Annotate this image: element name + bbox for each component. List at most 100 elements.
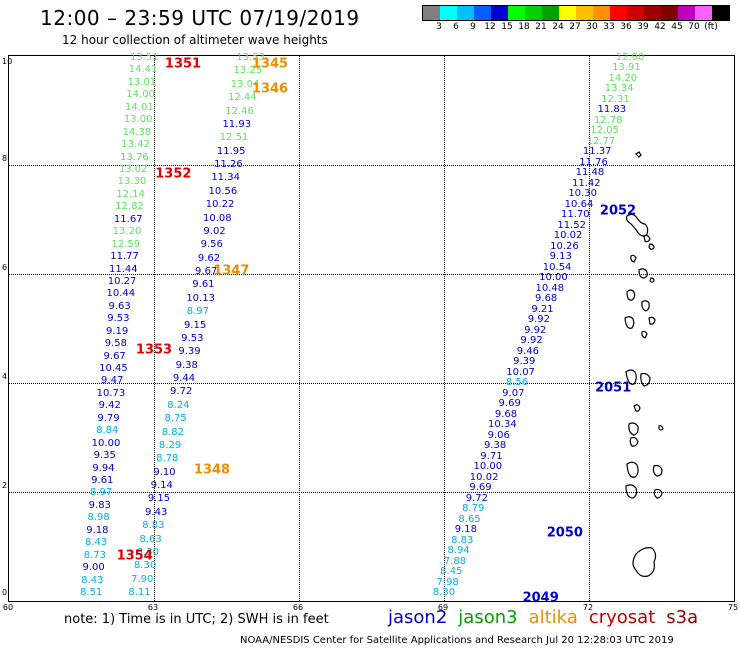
wave-height-value: 9.56 bbox=[200, 239, 223, 251]
wave-height-value: 10.22 bbox=[205, 199, 235, 211]
wave-height-value: 13.76 bbox=[120, 151, 149, 163]
wave-height-value: 9.63 bbox=[108, 300, 131, 312]
wave-height-value: 10.34 bbox=[488, 419, 517, 431]
grid-line-horizontal bbox=[9, 492, 734, 493]
legend-label: 3 bbox=[436, 22, 442, 32]
wave-height-value: 9.67 bbox=[195, 266, 218, 277]
wave-height-value: 14.01 bbox=[125, 101, 154, 113]
satellite-legend: jason2 jason3 altika cryosat s3a bbox=[388, 607, 709, 628]
wave-height-value: 10.73 bbox=[96, 387, 126, 399]
y-tick-label: 10 bbox=[2, 57, 13, 66]
wave-height-value: 9.53 bbox=[181, 332, 204, 344]
wave-height-value: 8.29 bbox=[158, 439, 182, 451]
pass-label: 2052 bbox=[599, 203, 637, 219]
legend-swatch bbox=[525, 6, 542, 20]
wave-height-value: 8.11 bbox=[128, 587, 151, 598]
wave-height-value: 8.43 bbox=[81, 574, 104, 586]
pass-label: 1348 bbox=[193, 462, 231, 478]
wave-height-value: 9.62 bbox=[197, 252, 221, 264]
wave-height-value: 8.82 bbox=[161, 426, 184, 438]
wave-height-value: 12.77 bbox=[586, 135, 616, 147]
wave-height-value: 10.56 bbox=[208, 185, 238, 197]
wave-height-value: 12.14 bbox=[116, 188, 146, 200]
footer-credit: NOAA/NESDIS Center for Satellite Applica… bbox=[240, 635, 674, 646]
legend-swatch bbox=[576, 6, 593, 20]
legend-label: 39 bbox=[637, 22, 649, 32]
wave-height-value: 10.00 bbox=[539, 272, 568, 284]
wave-height-value: 8.97 bbox=[89, 487, 113, 499]
legend-swatch bbox=[457, 6, 474, 20]
grid-line-vertical bbox=[589, 56, 590, 601]
wave-height-value: 9.35 bbox=[93, 450, 116, 462]
wave-height-value: 9.47 bbox=[101, 375, 124, 387]
x-tick-label: 66 bbox=[292, 603, 304, 612]
wave-height-value: 9.79 bbox=[97, 412, 120, 424]
wave-height-value: 9.61 bbox=[192, 279, 215, 291]
legend-label: 45 bbox=[671, 22, 683, 32]
wave-height-value: 13.51 bbox=[130, 52, 159, 63]
wave-height-value: 9.15 bbox=[147, 493, 171, 505]
legend-label: 6 bbox=[453, 22, 459, 32]
wave-height-value: 14.41 bbox=[128, 64, 158, 76]
pass-label: 2051 bbox=[595, 380, 632, 396]
wave-height-value: 11.83 bbox=[597, 104, 627, 116]
legend-label: 27 bbox=[569, 22, 581, 32]
wave-height-value: 8.30 bbox=[432, 587, 456, 598]
pass-label: 1351 bbox=[164, 56, 202, 72]
wave-height-value: 13.53 bbox=[236, 52, 265, 63]
legend-swatch bbox=[423, 6, 440, 20]
wave-height-value: 9.53 bbox=[107, 313, 130, 325]
wave-height-value: 9.39 bbox=[178, 346, 201, 358]
y-tick-label: 0 bbox=[2, 588, 8, 597]
wave-height-value: 10.54 bbox=[542, 261, 572, 273]
wave-height-value: 7.90 bbox=[131, 573, 154, 585]
wave-height-value: 10.02 bbox=[553, 230, 583, 242]
wave-height-value: 13.91 bbox=[612, 62, 641, 74]
wave-height-value: 8.51 bbox=[80, 587, 103, 598]
wave-height-value: 8.84 bbox=[96, 425, 119, 437]
wave-height-value: 9.92 bbox=[527, 314, 550, 326]
wave-height-value: 10.07 bbox=[506, 366, 535, 378]
legend-label: 33 bbox=[603, 22, 615, 32]
wave-height-value: 8.79 bbox=[462, 503, 485, 515]
satellite-name: altika bbox=[528, 607, 578, 628]
wave-height-value: 10.08 bbox=[202, 212, 232, 224]
legend-label: 36 bbox=[620, 22, 632, 32]
legend-label: 18 bbox=[518, 22, 530, 32]
wave-height-value: 8.56 bbox=[505, 377, 529, 389]
legend-label: 30 bbox=[586, 22, 598, 32]
wave-height-value: 12.90 bbox=[615, 52, 645, 63]
wave-height-value: 8.98 bbox=[87, 512, 110, 524]
wave-height-value: 11.34 bbox=[211, 172, 240, 184]
wave-height-value: 8.63 bbox=[139, 533, 162, 545]
wave-height-value: 9.71 bbox=[480, 450, 503, 462]
wave-height-value: 12.82 bbox=[115, 201, 144, 213]
legend-label: 42 bbox=[654, 22, 666, 32]
wave-height-value: 9.13 bbox=[549, 251, 572, 263]
wave-height-value: 13.25 bbox=[233, 65, 263, 77]
wave-height-value: 12.46 bbox=[225, 105, 254, 117]
wave-height-value: 10.13 bbox=[186, 292, 215, 304]
legend-swatch bbox=[661, 6, 678, 20]
wave-height-value: 9.69 bbox=[498, 398, 521, 410]
wave-height-value: 9.43 bbox=[145, 506, 168, 518]
legend-swatch bbox=[695, 6, 712, 20]
wave-height-value: 9.18 bbox=[86, 524, 109, 536]
wave-height-value: 13.04 bbox=[230, 78, 260, 90]
grid-line-horizontal bbox=[9, 165, 734, 166]
legend-label: 12 bbox=[484, 22, 496, 32]
legend-swatch bbox=[678, 6, 695, 20]
pass-label: 2049 bbox=[522, 590, 559, 606]
wave-height-value: 13.34 bbox=[604, 83, 634, 95]
wave-height-value: 9.21 bbox=[531, 303, 554, 315]
wave-height-value: 10.02 bbox=[469, 471, 499, 483]
wave-height-value: 10.00 bbox=[91, 437, 121, 449]
wave-height-value: 8.78 bbox=[156, 453, 179, 465]
y-tick-label: 6 bbox=[2, 263, 8, 272]
wave-height-value: 11.70 bbox=[561, 209, 590, 221]
wave-height-value: 13.42 bbox=[121, 139, 150, 151]
wave-height-value: 9.72 bbox=[170, 386, 193, 398]
wave-height-value: 12.78 bbox=[593, 114, 623, 126]
wave-height-value: 8.45 bbox=[440, 566, 463, 578]
grid-line-vertical bbox=[444, 56, 445, 601]
